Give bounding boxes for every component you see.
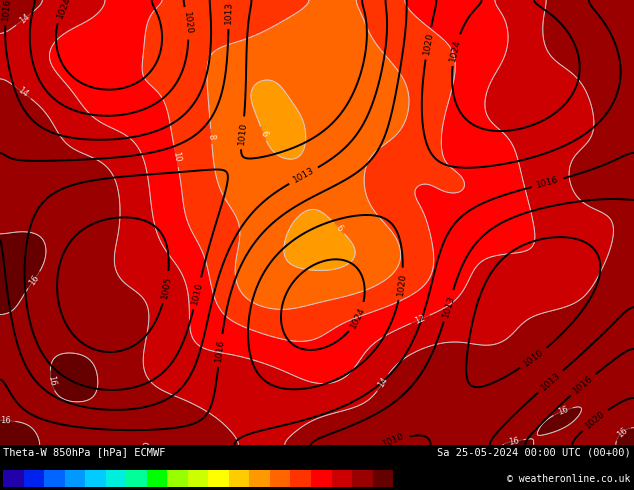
Text: 1005: 1005 bbox=[160, 275, 173, 299]
Text: 6: 6 bbox=[258, 129, 269, 138]
Text: 14: 14 bbox=[376, 376, 389, 390]
Bar bbox=[23, 470, 44, 487]
Text: 1024: 1024 bbox=[55, 0, 72, 20]
Text: 16: 16 bbox=[27, 273, 41, 287]
Bar bbox=[44, 470, 65, 487]
Bar bbox=[106, 470, 126, 487]
Text: Sa 25-05-2024 00:00 UTC (00+00): Sa 25-05-2024 00:00 UTC (00+00) bbox=[437, 447, 631, 457]
Text: Theta-W 850hPa [hPa] ECMWF: Theta-W 850hPa [hPa] ECMWF bbox=[3, 447, 165, 457]
Text: 8: 8 bbox=[207, 133, 216, 140]
Text: 1013: 1013 bbox=[441, 294, 456, 318]
Text: 1016: 1016 bbox=[571, 374, 595, 395]
Text: 1010: 1010 bbox=[522, 347, 545, 368]
Bar bbox=[352, 470, 373, 487]
Text: 16: 16 bbox=[615, 425, 629, 440]
Text: 16: 16 bbox=[507, 436, 519, 447]
Text: 1013: 1013 bbox=[224, 1, 234, 24]
Text: 1016: 1016 bbox=[1, 0, 13, 21]
Bar bbox=[188, 470, 209, 487]
Bar bbox=[332, 470, 352, 487]
Text: 16: 16 bbox=[556, 405, 569, 417]
Bar bbox=[85, 470, 106, 487]
Text: 16: 16 bbox=[0, 416, 11, 425]
Text: 1020: 1020 bbox=[422, 31, 434, 55]
Bar bbox=[373, 470, 393, 487]
Text: 16: 16 bbox=[46, 375, 57, 387]
Bar bbox=[3, 470, 23, 487]
Text: © weatheronline.co.uk: © weatheronline.co.uk bbox=[507, 474, 631, 484]
Text: 14: 14 bbox=[16, 86, 30, 99]
Text: 10: 10 bbox=[171, 151, 181, 163]
Bar bbox=[249, 470, 270, 487]
Bar bbox=[311, 470, 332, 487]
Text: 1010: 1010 bbox=[382, 432, 406, 449]
Bar bbox=[147, 470, 167, 487]
Bar bbox=[270, 470, 290, 487]
Bar bbox=[167, 470, 188, 487]
Bar bbox=[290, 470, 311, 487]
Text: 1020: 1020 bbox=[396, 272, 408, 296]
Text: 1016: 1016 bbox=[214, 339, 226, 363]
Text: 1024: 1024 bbox=[349, 305, 367, 330]
Text: 1020: 1020 bbox=[583, 409, 607, 431]
Text: 14: 14 bbox=[17, 12, 31, 25]
Text: 1013: 1013 bbox=[539, 370, 562, 392]
Text: 1010: 1010 bbox=[237, 121, 248, 145]
Text: 1010: 1010 bbox=[190, 281, 204, 306]
Bar bbox=[229, 470, 249, 487]
Bar bbox=[65, 470, 85, 487]
Bar bbox=[126, 470, 147, 487]
Text: 1016: 1016 bbox=[535, 175, 560, 190]
Text: 1013: 1013 bbox=[291, 166, 316, 185]
Bar bbox=[209, 470, 229, 487]
Text: 1024: 1024 bbox=[448, 38, 462, 62]
Text: 1020: 1020 bbox=[182, 11, 193, 35]
Text: 12: 12 bbox=[414, 313, 427, 325]
Text: 6: 6 bbox=[334, 223, 344, 233]
